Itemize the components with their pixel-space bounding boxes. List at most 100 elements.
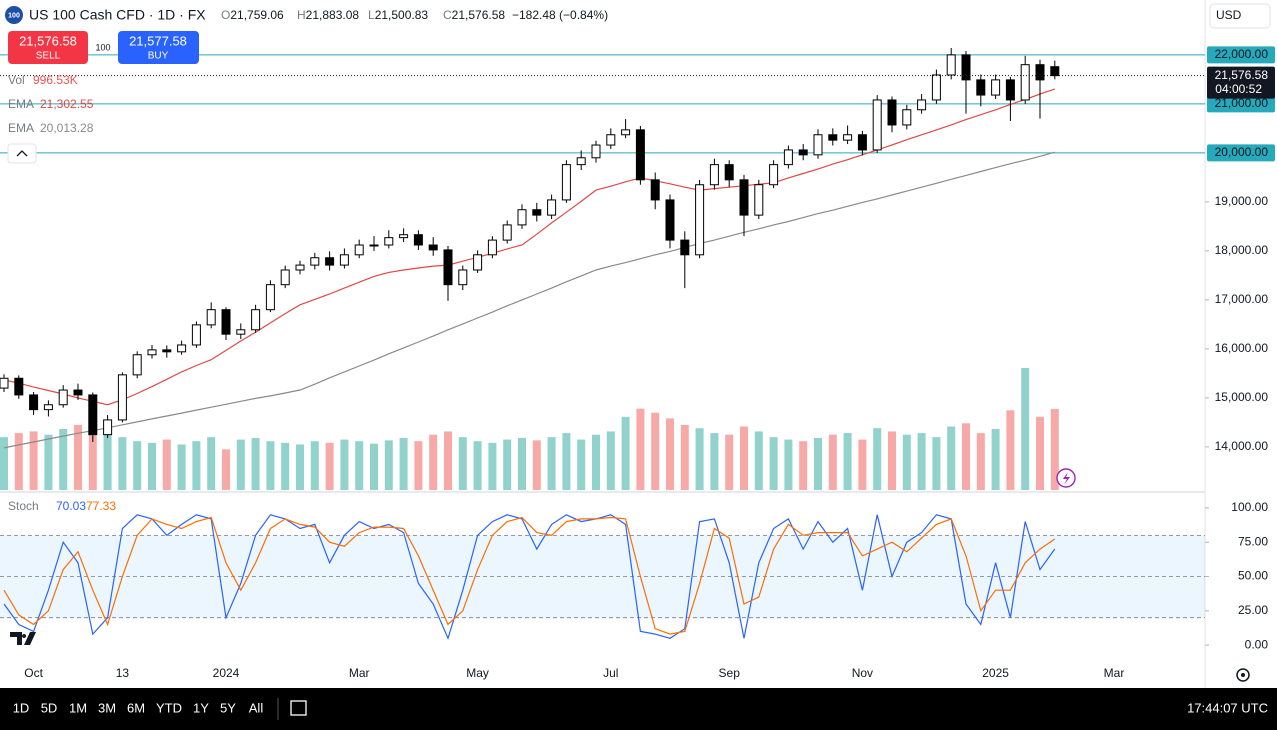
volume-bar bbox=[1006, 410, 1015, 490]
indicator-line bbox=[3, 516, 1056, 635]
volume-bar bbox=[947, 426, 956, 490]
volume-bar bbox=[769, 437, 778, 490]
candle-body bbox=[769, 164, 779, 186]
candle-body bbox=[872, 99, 882, 151]
volume-bar bbox=[444, 431, 452, 490]
candle-body bbox=[117, 374, 127, 421]
candle-body bbox=[369, 244, 379, 247]
volume-bar bbox=[133, 441, 142, 490]
volume-bar bbox=[680, 424, 689, 490]
volume-bar bbox=[370, 443, 378, 490]
volume-bar bbox=[162, 439, 171, 490]
sell-button[interactable] bbox=[8, 31, 88, 64]
buy-price: 21,577.58 bbox=[129, 33, 187, 48]
candle-body bbox=[813, 134, 823, 156]
plot-area bbox=[0, 48, 1205, 641]
volume-bar bbox=[429, 434, 438, 490]
y-tick-label: 16,000.00 bbox=[1215, 341, 1269, 355]
ema-legend-name: EMA bbox=[8, 121, 34, 135]
stoch-legend-value: 70.03 bbox=[56, 499, 86, 513]
candle-body bbox=[132, 354, 142, 376]
symbol-title[interactable]: US 100 Cash CFD · 1D · FX bbox=[29, 7, 206, 23]
candle-body bbox=[547, 199, 557, 216]
indicator-line bbox=[3, 151, 1055, 449]
clock: 17:44:07 UTC bbox=[1187, 700, 1268, 715]
range-button[interactable]: YTD bbox=[156, 700, 182, 715]
range-button[interactable]: 5Y bbox=[220, 700, 236, 715]
candle-body bbox=[931, 74, 941, 101]
currency-button[interactable] bbox=[1209, 3, 1271, 29]
goto-date-icon[interactable] bbox=[290, 700, 307, 716]
candle-body bbox=[976, 79, 986, 96]
range-button[interactable]: 1Y bbox=[193, 700, 209, 715]
volume-bar bbox=[873, 428, 882, 490]
volume-bar bbox=[651, 412, 660, 490]
ohlc-key: L bbox=[368, 8, 375, 22]
currency: USD bbox=[1216, 8, 1242, 22]
volume-bar bbox=[562, 433, 571, 490]
y-tick-label: 21,000.00 bbox=[1215, 96, 1269, 110]
volume-bar bbox=[828, 434, 837, 490]
range-button[interactable]: 1M bbox=[69, 700, 87, 715]
candle-body bbox=[902, 109, 912, 126]
range-button[interactable]: 6M bbox=[127, 700, 145, 715]
candle-body bbox=[1050, 66, 1060, 77]
ohlc-value: 21,883.08 bbox=[306, 8, 360, 22]
candle-body bbox=[843, 134, 853, 141]
x-tick-label: 2025 bbox=[982, 666, 1009, 680]
candle-body bbox=[458, 269, 468, 286]
volume-bar bbox=[991, 429, 1000, 490]
x-tick-label: Oct bbox=[24, 666, 43, 680]
candle-body bbox=[1005, 79, 1015, 101]
volume-bar bbox=[118, 437, 127, 490]
bar-countdown: 04:00:52 bbox=[1215, 82, 1262, 96]
symbol-icon[interactable] bbox=[5, 6, 23, 24]
volume-bar bbox=[177, 444, 186, 490]
range-button[interactable]: 1D bbox=[13, 700, 30, 715]
range-button[interactable]: 5D bbox=[41, 700, 58, 715]
sell-price: 21,576.58 bbox=[19, 33, 77, 48]
candle-body bbox=[14, 377, 24, 396]
volume-bar bbox=[843, 433, 852, 490]
sell-label: SELL bbox=[36, 51, 61, 62]
candle-body bbox=[532, 209, 542, 216]
y-tick-label: 14,000.00 bbox=[1215, 439, 1269, 453]
range-button[interactable]: All bbox=[249, 700, 264, 715]
candle-body bbox=[1020, 64, 1030, 101]
y-tick-label: 18,000.00 bbox=[1215, 243, 1269, 257]
candle-body bbox=[798, 149, 808, 156]
candle-body bbox=[177, 344, 187, 353]
volume-bar bbox=[695, 428, 704, 490]
volume-bar bbox=[932, 437, 941, 490]
volume-bar bbox=[976, 433, 985, 490]
candle-body bbox=[991, 79, 1001, 96]
volume-bar bbox=[44, 434, 53, 490]
range-buttons: 1D 5D 1M 3M 6M YTD 1Y 5Y All bbox=[13, 700, 264, 715]
stoch-legend-name: Stoch bbox=[8, 499, 39, 513]
settings-icon[interactable] bbox=[1236, 668, 1250, 682]
candle-body bbox=[709, 164, 719, 186]
collapse-legend-button[interactable] bbox=[7, 143, 37, 164]
candle-body bbox=[487, 239, 497, 256]
indicator-line bbox=[3, 514, 1056, 641]
y-tick-label: 20,000.00 bbox=[1215, 145, 1269, 159]
x-tick-label: Jul bbox=[603, 666, 618, 680]
candle-body bbox=[621, 129, 631, 136]
candle-body bbox=[517, 209, 527, 226]
candle-body bbox=[58, 389, 68, 406]
volume-bar bbox=[236, 439, 245, 490]
volume-bar bbox=[503, 439, 512, 490]
buy-button[interactable] bbox=[118, 31, 199, 64]
price-line-label-bg bbox=[1207, 144, 1275, 162]
range-button[interactable]: 3M bbox=[98, 700, 116, 715]
volume-bar bbox=[59, 429, 68, 490]
ohlc-item: L21,500.83 bbox=[368, 8, 428, 22]
volume-bar bbox=[606, 431, 615, 490]
candle-body bbox=[502, 224, 512, 241]
candle-body bbox=[1035, 64, 1045, 81]
candle-body bbox=[325, 257, 335, 266]
candle-body bbox=[695, 184, 705, 256]
candle-body bbox=[310, 257, 320, 266]
